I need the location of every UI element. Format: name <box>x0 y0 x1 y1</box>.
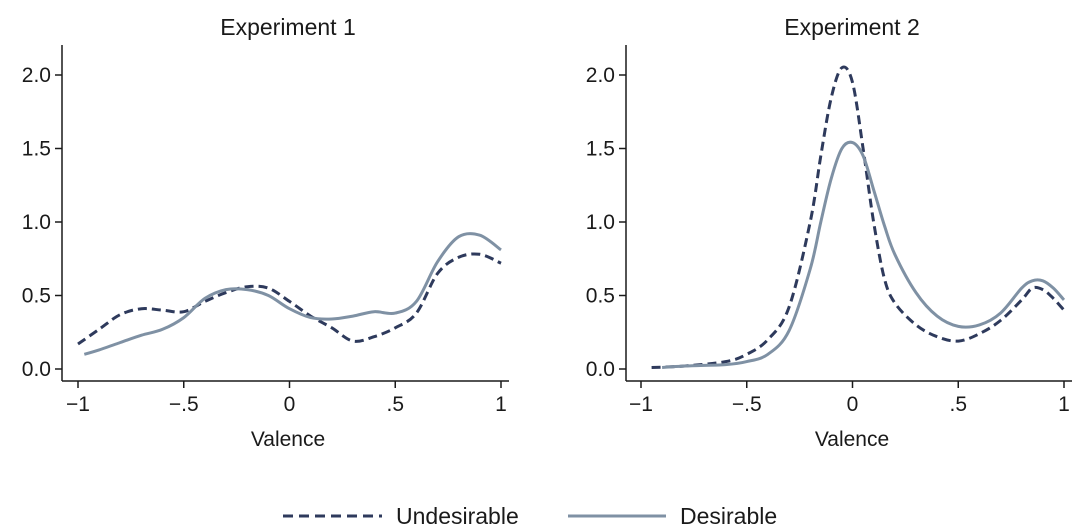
x-tick-label: −1 <box>66 393 90 416</box>
chart-title: Experiment 2 <box>784 14 920 40</box>
x-tick-label: 1 <box>495 393 507 416</box>
series-line-desirable <box>662 140 1066 369</box>
series-line-undesirable <box>77 252 502 346</box>
y-tick-label: 1.5 <box>22 138 51 161</box>
x-tick-label: .5 <box>386 393 404 416</box>
y-tick-label: 0.5 <box>22 285 51 308</box>
x-tick-label: −1 <box>629 393 653 416</box>
y-tick-label: 1.0 <box>586 211 615 234</box>
y-tick-label: 0.5 <box>586 285 615 308</box>
x-axis-label: Valence <box>251 428 325 451</box>
x-tick-label: 0 <box>284 393 296 416</box>
series-line-undesirable <box>651 65 1066 369</box>
y-tick-label: 1.0 <box>22 211 51 234</box>
y-tick-label: 1.5 <box>586 138 615 161</box>
x-tick-label: −.5 <box>732 393 762 416</box>
series-line-desirable <box>83 231 502 356</box>
legend: Undesirable Desirable <box>283 503 777 529</box>
chart-title: Experiment 1 <box>220 14 356 40</box>
x-tick-label: −.5 <box>169 393 199 416</box>
panel-experiment-1: Experiment 1 Valence 0.00.51.01.52.0−1 −.… <box>22 14 509 451</box>
x-axis-label: Valence <box>815 428 889 451</box>
legend-label-desirable: Desirable <box>680 503 777 527</box>
y-tick-label: 0.0 <box>586 358 615 381</box>
legend-label-undesirable: Undesirable <box>396 503 519 527</box>
x-tick-label: 1 <box>1058 393 1070 416</box>
y-tick-label: 2.0 <box>586 64 615 87</box>
panel-experiment-2: Experiment 2 Valence 0.00.51.01.52.0−1 −.… <box>586 14 1072 451</box>
y-tick-label: 0.0 <box>22 358 51 381</box>
x-tick-label: 0 <box>847 393 859 416</box>
y-tick-label: 2.0 <box>22 64 51 87</box>
x-tick-label: .5 <box>949 393 967 416</box>
